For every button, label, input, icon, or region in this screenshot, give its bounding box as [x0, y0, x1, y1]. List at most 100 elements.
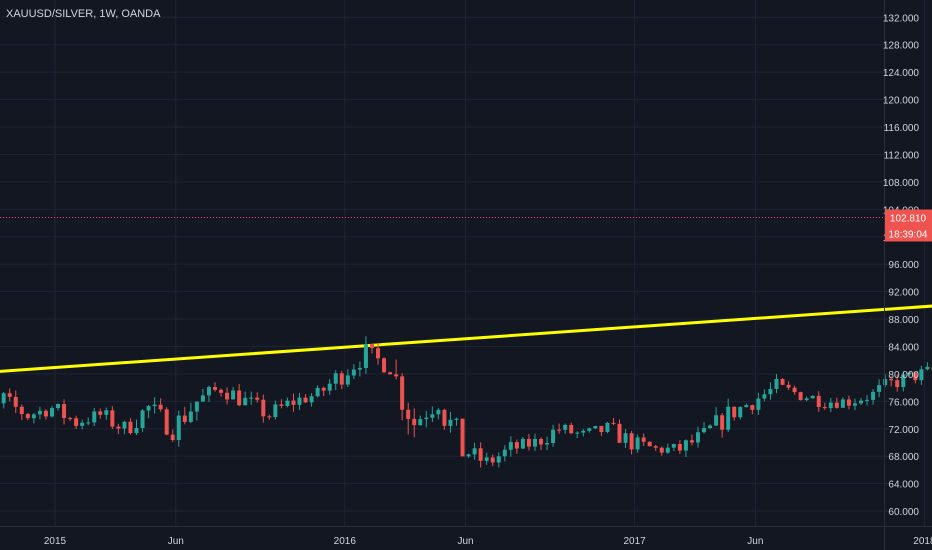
candle-body — [557, 429, 562, 431]
candle-body — [134, 427, 139, 434]
grid-lines — [0, 0, 925, 526]
candle-body — [526, 438, 531, 447]
price-tick-label: 84.000 — [888, 342, 919, 353]
candle-body — [744, 405, 749, 408]
candle-body — [466, 454, 471, 457]
candle-body — [327, 383, 332, 391]
candle-body — [852, 403, 857, 406]
candle-body — [496, 456, 501, 463]
candle-body — [345, 375, 350, 385]
candle-body — [333, 373, 338, 384]
time-tick-label: Jun — [457, 536, 473, 547]
candle-body — [545, 443, 550, 445]
candle-body — [472, 448, 477, 455]
candle-body — [25, 414, 30, 419]
candle-body — [502, 449, 507, 457]
candle-body — [158, 404, 163, 410]
candle-body — [647, 441, 652, 447]
candle-body — [756, 398, 761, 410]
candle-body — [86, 422, 91, 424]
candle-body — [122, 421, 127, 429]
candle-body — [617, 423, 622, 443]
candle-body — [659, 447, 664, 453]
candle-body — [182, 415, 187, 422]
candle-body — [907, 372, 912, 375]
candle-body — [56, 404, 61, 409]
candle-body — [804, 398, 809, 401]
candle-body — [569, 424, 574, 434]
candle-body — [726, 406, 731, 430]
candle-body — [418, 419, 423, 426]
candle-body — [369, 343, 374, 349]
candle-body — [919, 369, 924, 381]
time-scale[interactable]: 2015Jun2016Jun2017Jun2018Jun2019Jun2020J… — [44, 536, 932, 547]
candle-body — [412, 418, 417, 426]
price-tick-label: 96.000 — [888, 260, 919, 271]
price-tick-label: 76.000 — [888, 397, 919, 408]
price-tick-label: 128.000 — [883, 41, 920, 52]
countdown-label: 18:39:04 — [889, 229, 928, 240]
price-tick-label: 64.000 — [888, 480, 919, 491]
candle-body — [74, 418, 79, 426]
candle-body — [840, 399, 845, 408]
time-tick-label: Jun — [747, 536, 763, 547]
candle-body — [400, 376, 405, 410]
candle-body — [720, 415, 725, 430]
candle-body — [665, 447, 670, 453]
candle-body — [653, 446, 658, 448]
candle-body — [206, 387, 211, 396]
candle-body — [249, 397, 254, 399]
candle-body — [309, 396, 314, 403]
trendline[interactable] — [0, 255, 932, 374]
candle-body — [762, 394, 767, 399]
candle-body — [80, 422, 85, 426]
candle-body — [629, 433, 634, 450]
candle-body — [255, 397, 260, 400]
candle-body — [170, 434, 175, 440]
candle-body — [376, 348, 381, 359]
candle-body — [303, 397, 308, 403]
candle-body — [780, 379, 785, 385]
candle-body — [695, 432, 700, 443]
candle-body — [231, 390, 236, 400]
candle-body — [406, 409, 411, 419]
price-tick-label: 124.000 — [883, 68, 920, 79]
candle-body — [279, 404, 284, 406]
last-price-labels: 102.810 18:39:04 — [885, 209, 932, 242]
candle-body — [750, 405, 755, 410]
candle-body — [315, 387, 320, 397]
candle-body — [786, 384, 791, 388]
candle-body — [581, 430, 586, 433]
candle-body — [732, 406, 737, 418]
candle-body — [140, 410, 145, 428]
time-tick-label: 2015 — [44, 536, 67, 547]
candle-body — [1, 393, 6, 404]
candle-body — [593, 425, 598, 429]
symbol-title: XAUUSD/SILVER, 1W, OANDA — [6, 8, 161, 20]
candle-body — [267, 416, 272, 418]
candle-body — [859, 400, 864, 404]
candle-body — [49, 408, 54, 417]
trendline-layer[interactable] — [0, 255, 932, 374]
candle-body — [877, 385, 882, 392]
candle-body — [895, 380, 900, 388]
candle-body — [768, 388, 773, 395]
candle-body — [243, 397, 248, 406]
candle-body — [883, 378, 888, 386]
candle-body — [128, 421, 133, 434]
candle-body — [436, 409, 441, 415]
candle-body — [442, 409, 447, 426]
candle-body — [110, 410, 115, 427]
time-tick-label: 2018 — [913, 536, 932, 547]
price-tick-label: 80.000 — [888, 370, 919, 381]
candle-body — [200, 395, 205, 402]
candle-body — [68, 417, 73, 419]
candle-body — [810, 395, 815, 399]
price-tick-label: 116.000 — [884, 123, 920, 134]
price-tick-label: 68.000 — [888, 452, 919, 463]
candle-body — [611, 422, 616, 424]
candle-body — [551, 429, 556, 444]
candle-body — [194, 401, 199, 412]
candle-body — [357, 368, 362, 370]
